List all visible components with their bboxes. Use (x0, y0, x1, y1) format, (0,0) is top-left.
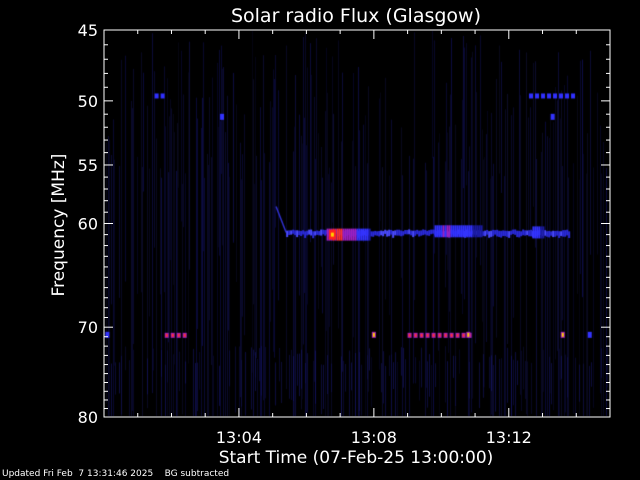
y-tick-label: 45 (78, 21, 98, 40)
separator-space (153, 469, 164, 479)
bg-note: BG subtracted (164, 469, 230, 479)
y-tick-label: 55 (78, 156, 98, 175)
plot-frame (103, 29, 611, 418)
y-tick-label: 60 (78, 215, 98, 234)
y-tick-label: 80 (78, 408, 98, 427)
y-axis-label: Frequency [MHz] (49, 154, 69, 297)
x-axis-label: Start Time (07-Feb-25 13:00:00) (219, 448, 494, 468)
y-ticks: 45 50 55 60 70 80 (78, 21, 610, 427)
updated-timestamp: Updated Fri Feb 7 13:31:46 2025 (2, 469, 154, 479)
y-tick-label: 50 (78, 92, 98, 111)
x-ticks: 13:04 13:08 13:12 (137, 30, 577, 447)
x-tick-label: 13:08 (351, 428, 397, 447)
x-tick-label: 13:04 (216, 428, 262, 447)
y-tick-label: 70 (78, 318, 98, 337)
footer: Updated Fri Feb 7 13:31:46 2025 BG subtr… (2, 469, 229, 479)
chart-title: Solar radio Flux (Glasgow) (231, 5, 481, 27)
x-tick-label: 13:12 (486, 428, 532, 447)
